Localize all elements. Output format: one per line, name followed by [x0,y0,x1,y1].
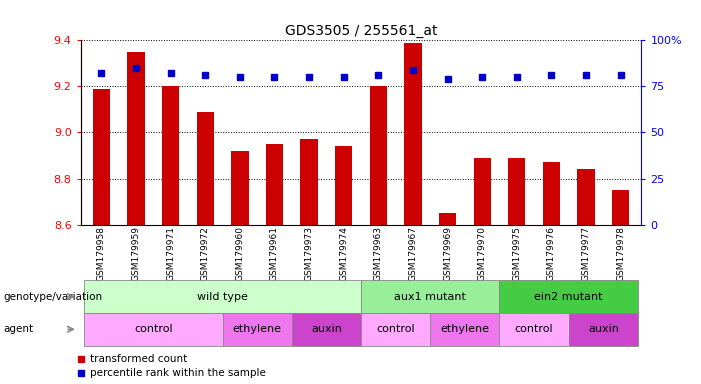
Bar [84,313,222,346]
Bar [231,151,249,225]
Bar [93,89,110,225]
Text: ein2 mutant: ein2 mutant [534,291,603,302]
Bar [473,158,491,225]
Text: control: control [515,324,553,334]
Text: ethylene: ethylene [440,324,489,334]
Text: auxin: auxin [588,324,619,334]
Title: GDS3505 / 255561_at: GDS3505 / 255561_at [285,24,437,38]
Text: auxin: auxin [311,324,342,334]
Bar [578,169,594,225]
Bar [508,158,526,225]
Bar [266,144,283,225]
Text: genotype/variation: genotype/variation [4,291,102,302]
Bar [222,313,292,346]
Bar [369,86,387,225]
Bar [430,313,500,346]
Text: transformed count: transformed count [90,354,187,364]
Bar [500,280,638,313]
Bar [612,190,629,225]
Bar [361,313,430,346]
Text: control: control [376,324,415,334]
Text: percentile rank within the sample: percentile rank within the sample [90,368,266,378]
Text: aux1 mutant: aux1 mutant [394,291,466,302]
Bar [404,43,421,225]
Text: control: control [134,324,172,334]
Text: wild type: wild type [197,291,248,302]
Bar [361,280,500,313]
Bar [569,313,638,346]
Bar [335,146,353,225]
Text: agent: agent [4,324,34,334]
Text: ethylene: ethylene [233,324,282,334]
Bar [196,112,214,225]
Bar [292,313,361,346]
Bar [543,162,560,225]
Bar [128,52,144,225]
Bar [84,280,361,313]
Bar [439,213,456,225]
Bar [301,139,318,225]
Bar [500,313,569,346]
Bar [162,86,179,225]
